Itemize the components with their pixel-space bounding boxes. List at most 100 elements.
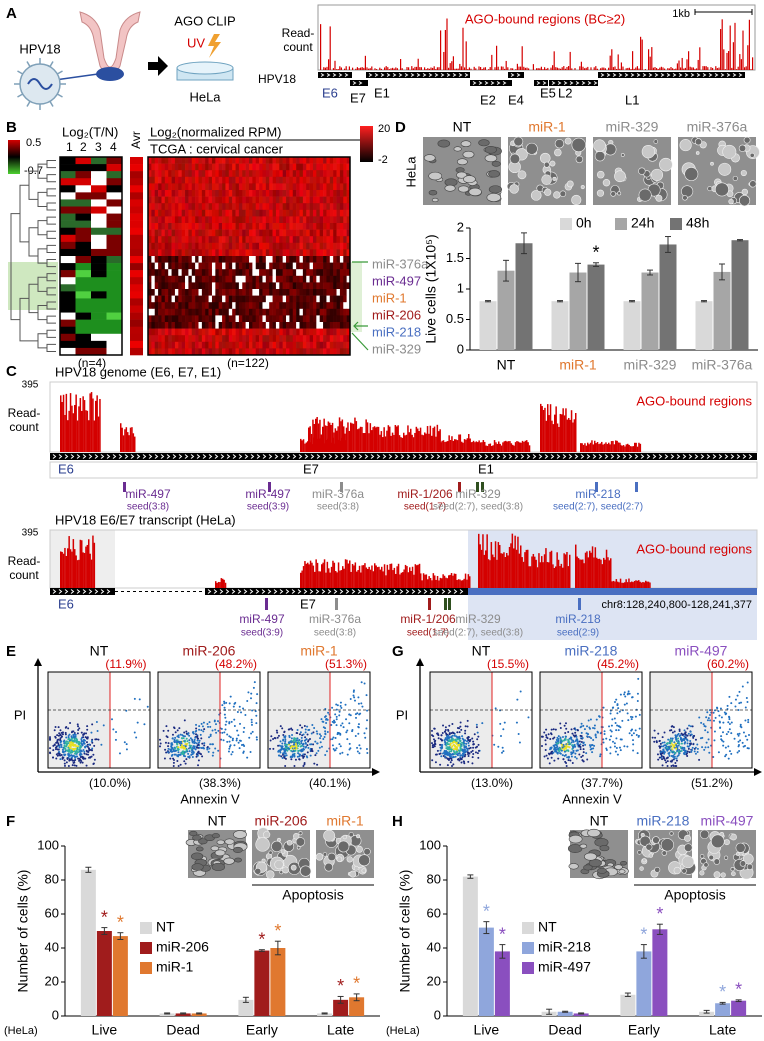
heatmap-cell	[262, 170, 267, 178]
event	[306, 725, 309, 728]
target-site	[265, 598, 268, 610]
read-bar	[391, 432, 394, 452]
event	[196, 735, 199, 738]
heatmap-cell	[215, 170, 219, 178]
heatmap-cell	[171, 249, 176, 257]
read-bar	[605, 442, 607, 452]
event	[339, 745, 342, 748]
heatmap-cell	[343, 269, 347, 277]
event	[293, 741, 296, 744]
bracket	[351, 261, 369, 351]
heatmap-cell	[242, 223, 246, 230]
heatmap-cell	[161, 242, 166, 250]
read-bar	[443, 575, 446, 588]
heatmap-cell	[228, 348, 233, 356]
event	[87, 750, 90, 753]
heatmap-cell	[198, 170, 203, 178]
heatmap-cell	[259, 196, 263, 204]
panel-label: E	[6, 643, 16, 660]
read-bar	[358, 565, 361, 588]
heatmap-cell	[299, 203, 304, 211]
event	[67, 765, 70, 767]
event	[366, 751, 369, 754]
read-bar	[581, 443, 583, 452]
event	[287, 728, 290, 731]
read-bar	[376, 567, 379, 588]
event	[79, 749, 82, 752]
read-bar	[496, 45, 498, 70]
read-bar	[455, 439, 457, 452]
event	[93, 758, 96, 761]
cell	[468, 187, 482, 196]
event	[320, 745, 323, 748]
event	[87, 753, 90, 756]
event	[566, 745, 569, 748]
read-bar	[454, 439, 456, 452]
heatmap-cell	[249, 335, 253, 343]
dendrogram-branch	[46, 244, 56, 253]
heatmap-cell	[154, 176, 159, 184]
read-bar	[504, 68, 506, 70]
heatmap-cell	[191, 269, 196, 277]
heatmap-cell	[208, 216, 213, 224]
read-bar	[60, 551, 62, 588]
heatmap-cell	[235, 341, 240, 349]
heatmap-cell	[336, 308, 341, 316]
heatmap-cell	[306, 216, 310, 224]
read-bar	[501, 553, 504, 588]
heatmap-cell	[326, 315, 331, 323]
read-bar	[357, 570, 359, 588]
event	[294, 740, 297, 743]
heatmap-cell	[218, 209, 223, 217]
heatmap-cell	[215, 295, 219, 303]
read-bar	[649, 56, 651, 70]
event	[224, 716, 227, 719]
event	[459, 746, 462, 749]
heatmap-cell	[339, 170, 344, 178]
heatmap-cell	[269, 308, 273, 316]
event	[453, 740, 456, 743]
heatmap-cell	[164, 203, 169, 211]
read-bar	[348, 66, 350, 70]
heatmap-cell	[195, 328, 199, 336]
heatmap-cell	[222, 348, 226, 356]
read-bar	[352, 423, 355, 452]
heatmap-cell	[333, 223, 337, 230]
heatmap-cell	[275, 335, 280, 343]
event	[621, 719, 624, 722]
y-axis-label: Read-	[282, 26, 315, 40]
heatmap-cell	[272, 328, 277, 336]
event	[81, 744, 84, 747]
heatmap-cell	[158, 308, 162, 316]
heatmap-cell	[316, 348, 320, 356]
heatmap-cell	[171, 242, 176, 250]
scale-bar-label: 1kb	[672, 8, 690, 20]
event	[303, 725, 306, 728]
event	[233, 724, 236, 727]
heatmap-cell	[228, 176, 233, 184]
event	[471, 762, 474, 765]
event	[177, 753, 180, 756]
heatmap-cell	[235, 302, 240, 310]
heatmap-cell	[60, 340, 76, 349]
event	[499, 722, 502, 725]
heatmap-cell	[235, 262, 240, 270]
heatmap-cell	[228, 295, 233, 303]
event	[277, 754, 280, 757]
heatmap-cell	[292, 170, 297, 178]
event	[472, 740, 475, 743]
heatmap-cell	[242, 196, 246, 204]
event	[79, 756, 82, 759]
event	[331, 744, 334, 747]
event	[300, 745, 303, 748]
event	[467, 741, 470, 744]
heatmap-cell	[168, 163, 172, 171]
heatmap-cell	[275, 275, 280, 283]
event	[293, 754, 296, 757]
heatmap-cell	[178, 348, 182, 356]
heatmap-cell	[245, 176, 250, 184]
event	[67, 746, 70, 749]
event	[335, 703, 338, 706]
heatmap-cell	[191, 295, 196, 303]
heatmap-cell	[154, 209, 159, 217]
